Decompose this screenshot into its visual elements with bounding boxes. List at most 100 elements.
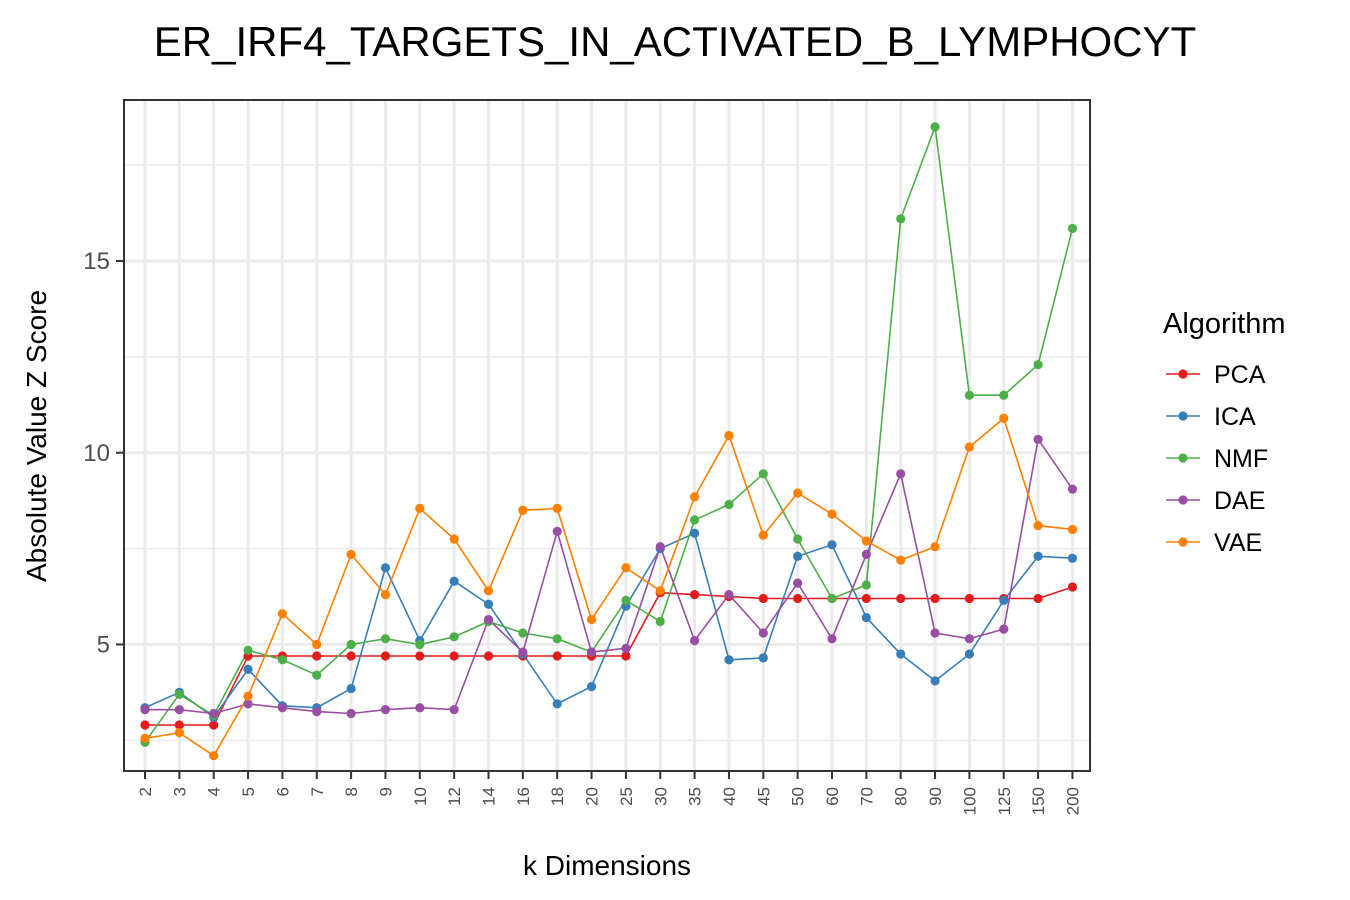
data-point-pca xyxy=(174,720,184,730)
data-point-pca xyxy=(209,720,219,730)
x-tick-label: 200 xyxy=(1063,787,1082,815)
y-tick-label: 10 xyxy=(83,440,110,467)
data-point-nmf xyxy=(964,390,975,400)
data-point-nmf xyxy=(1067,223,1078,234)
data-point-vae xyxy=(999,413,1009,423)
x-tick-label: 10 xyxy=(411,787,430,806)
data-point-pca xyxy=(1033,593,1043,604)
data-point-pca xyxy=(483,651,494,661)
x-tick-label: 150 xyxy=(1029,787,1048,815)
data-point-nmf xyxy=(552,634,562,644)
data-point-nmf xyxy=(346,639,356,650)
legend-label-dae: DAE xyxy=(1214,487,1265,515)
data-point-nmf xyxy=(999,390,1009,400)
x-tick-label: 40 xyxy=(720,787,739,806)
data-point-nmf xyxy=(724,499,734,510)
data-point-nmf xyxy=(655,616,665,627)
data-point-pca xyxy=(964,593,975,604)
data-point-pca xyxy=(930,593,940,604)
data-point-pca xyxy=(415,651,425,661)
chart-title: ER_IRF4_TARGETS_IN_ACTIVATED_B_LYMPHOCYT xyxy=(153,18,1197,65)
data-point-dae xyxy=(415,703,425,713)
data-point-pca xyxy=(312,651,322,661)
y-tick-label: 5 xyxy=(97,631,110,658)
x-tick-label: 14 xyxy=(480,787,499,806)
data-point-ica xyxy=(1067,553,1078,563)
data-point-ica xyxy=(380,563,391,573)
x-tick-label: 90 xyxy=(926,787,945,806)
data-point-vae xyxy=(518,505,528,515)
x-tick-label: 8 xyxy=(342,787,361,796)
data-point-dae xyxy=(896,469,906,479)
x-tick-label: 30 xyxy=(651,787,670,806)
legend-key-point-vae xyxy=(1178,537,1188,547)
data-point-pca xyxy=(346,651,356,661)
series-line-vae xyxy=(144,416,1073,757)
x-tick-label: 2 xyxy=(136,787,155,796)
data-point-nmf xyxy=(518,628,528,638)
data-point-ica xyxy=(861,613,871,623)
data-point-dae xyxy=(277,703,287,713)
data-point-vae xyxy=(346,549,356,559)
data-point-dae xyxy=(724,590,734,600)
data-point-vae xyxy=(449,534,459,544)
data-point-ica xyxy=(758,653,768,663)
series-line-nmf xyxy=(144,126,1074,743)
data-point-dae xyxy=(930,628,940,638)
data-point-pca xyxy=(140,720,150,730)
data-point-dae xyxy=(1067,484,1078,494)
data-point-vae xyxy=(483,586,494,596)
data-point-ica xyxy=(483,599,494,609)
legend-key-point-ica xyxy=(1178,411,1188,421)
data-point-nmf xyxy=(896,214,906,224)
data-point-vae xyxy=(724,430,734,441)
data-point-dae xyxy=(861,549,871,559)
legend: Algorithm PCA ICA NMF DAE VAE xyxy=(1163,308,1286,557)
x-tick-label: 5 xyxy=(239,787,258,796)
data-point-vae xyxy=(209,751,219,761)
panel-border xyxy=(123,99,1091,772)
legend-title: Algorithm xyxy=(1163,308,1286,340)
data-point-ica xyxy=(449,576,459,586)
data-point-vae xyxy=(827,509,837,519)
data-point-ica xyxy=(930,676,940,686)
x-tick-label: 7 xyxy=(308,787,327,796)
data-point-vae xyxy=(690,492,700,502)
legend-key-point-pca xyxy=(1178,369,1188,379)
data-point-vae xyxy=(1033,521,1043,531)
data-point-ica xyxy=(243,664,253,674)
data-point-vae xyxy=(552,503,562,513)
series-line-dae xyxy=(145,437,1074,715)
data-point-pca xyxy=(793,593,803,604)
x-tick-label: 50 xyxy=(789,787,808,806)
legend-key-point-dae xyxy=(1178,495,1188,505)
x-tick-label: 16 xyxy=(514,787,533,806)
data-point-ica xyxy=(346,683,356,694)
legend-label-pca: PCA xyxy=(1214,361,1266,389)
x-tick-label: 3 xyxy=(170,787,189,796)
data-point-ica xyxy=(896,649,906,659)
data-point-ica xyxy=(964,649,975,659)
data-point-nmf xyxy=(793,534,803,544)
data-point-vae xyxy=(174,728,184,738)
data-point-dae xyxy=(483,614,494,625)
x-tick-label: 6 xyxy=(273,787,292,796)
data-point-vae xyxy=(312,639,322,650)
data-point-ica xyxy=(827,540,837,550)
data-point-vae xyxy=(861,536,871,546)
data-point-vae xyxy=(621,563,631,573)
data-point-nmf xyxy=(758,469,768,479)
data-point-vae xyxy=(964,442,975,452)
data-point-dae xyxy=(621,643,631,653)
data-point-nmf xyxy=(690,515,700,525)
data-point-ica xyxy=(724,655,734,665)
data-point-ica xyxy=(1033,551,1043,561)
data-point-dae xyxy=(1033,434,1043,444)
data-point-pca xyxy=(1067,582,1078,592)
data-point-dae xyxy=(518,647,528,657)
x-tick-label: 25 xyxy=(617,787,636,806)
data-point-pca xyxy=(552,651,562,661)
data-point-nmf xyxy=(621,595,631,605)
